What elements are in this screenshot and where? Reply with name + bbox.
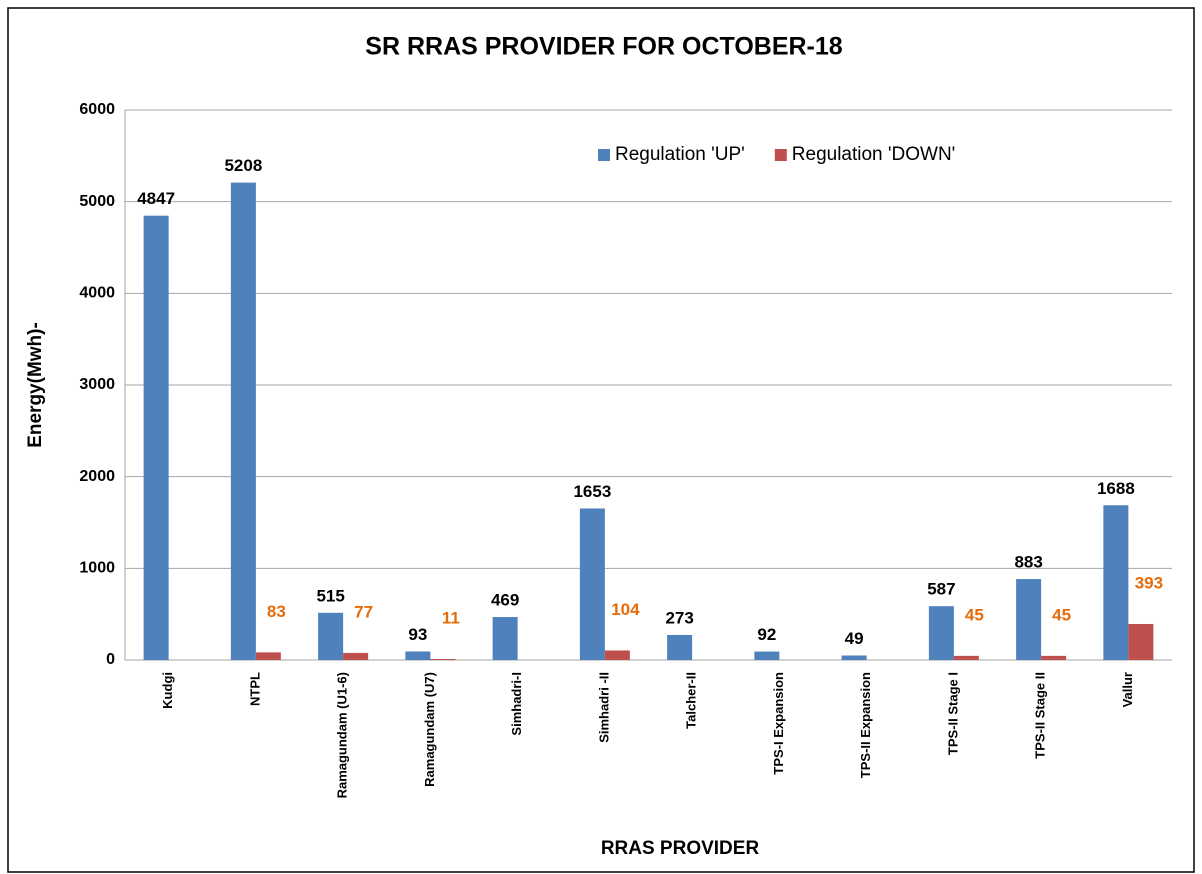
value-label: 1688 [1097, 479, 1135, 498]
bar [318, 612, 344, 660]
bar [230, 182, 256, 660]
value-label: 83 [267, 602, 286, 621]
value-label: 93 [408, 625, 427, 644]
x-tick-label: TPS-II Expansion [858, 672, 873, 778]
x-tick-label: NTPL [247, 672, 262, 706]
value-label: 1653 [573, 482, 611, 501]
x-tick-label: TPS-II Stage I [945, 672, 960, 755]
bar [953, 655, 979, 660]
legend-label: Regulation 'UP' [615, 144, 745, 165]
x-tick-label: Vallur [1120, 672, 1135, 707]
bar [928, 606, 954, 660]
bar [754, 651, 780, 660]
y-tick-label: 5000 [79, 193, 115, 210]
value-label: 4847 [137, 189, 175, 208]
bar [841, 655, 867, 660]
legend-swatch [598, 149, 610, 161]
value-label: 11 [442, 608, 460, 627]
value-label: 469 [491, 590, 519, 609]
bar [143, 215, 169, 661]
value-label: 104 [611, 600, 640, 619]
value-label: 587 [927, 580, 955, 599]
legend-swatch [774, 149, 787, 161]
x-tick-label: Simhadri -II [596, 672, 611, 743]
y-tick-label: 4000 [79, 285, 115, 302]
value-label: 883 [1014, 553, 1042, 572]
bar [405, 651, 431, 660]
bar [604, 650, 630, 660]
bar [343, 652, 369, 660]
x-tick-label: TPS-I Expansion [771, 672, 786, 775]
y-tick-label: 2000 [79, 468, 115, 485]
y-tick-label: 1000 [79, 560, 115, 577]
value-label: 92 [757, 625, 776, 644]
x-tick-label: Kudgi [160, 672, 175, 709]
value-label: 77 [354, 602, 373, 621]
x-axis-title: RRAS PROVIDER [601, 838, 760, 859]
bar [492, 617, 518, 660]
x-tick-label: TPS-II Stage II [1033, 672, 1048, 759]
x-tick-label: Simhadri-I [509, 672, 524, 736]
x-tick-label: Talcher-II [684, 672, 699, 729]
value-label: 49 [845, 629, 864, 648]
value-label: 515 [316, 586, 344, 605]
bar [1016, 579, 1042, 660]
value-label: 45 [1052, 605, 1071, 624]
value-label: 5208 [224, 156, 262, 175]
y-axis-title: Energy(Mwh)- [25, 322, 46, 448]
value-label: 393 [1135, 573, 1163, 592]
bar [255, 652, 281, 660]
x-tick-label: Ramagundam (U1-6) [335, 672, 350, 798]
y-tick-label: 3000 [79, 376, 115, 393]
x-tick-label: Ramagundam (U7) [422, 672, 437, 787]
bar [667, 634, 693, 660]
bar [1103, 505, 1129, 660]
bar [579, 508, 605, 660]
value-label: 45 [965, 605, 984, 624]
bar [1128, 623, 1154, 660]
bar [1041, 655, 1067, 660]
chart-title: SR RRAS PROVIDER FOR OCTOBER-18 [365, 33, 842, 61]
bar [430, 658, 456, 660]
value-label: 273 [665, 608, 693, 627]
legend-label: Regulation 'DOWN' [792, 144, 956, 165]
y-tick-label: 6000 [79, 101, 115, 118]
y-tick-label: 0 [106, 651, 115, 668]
